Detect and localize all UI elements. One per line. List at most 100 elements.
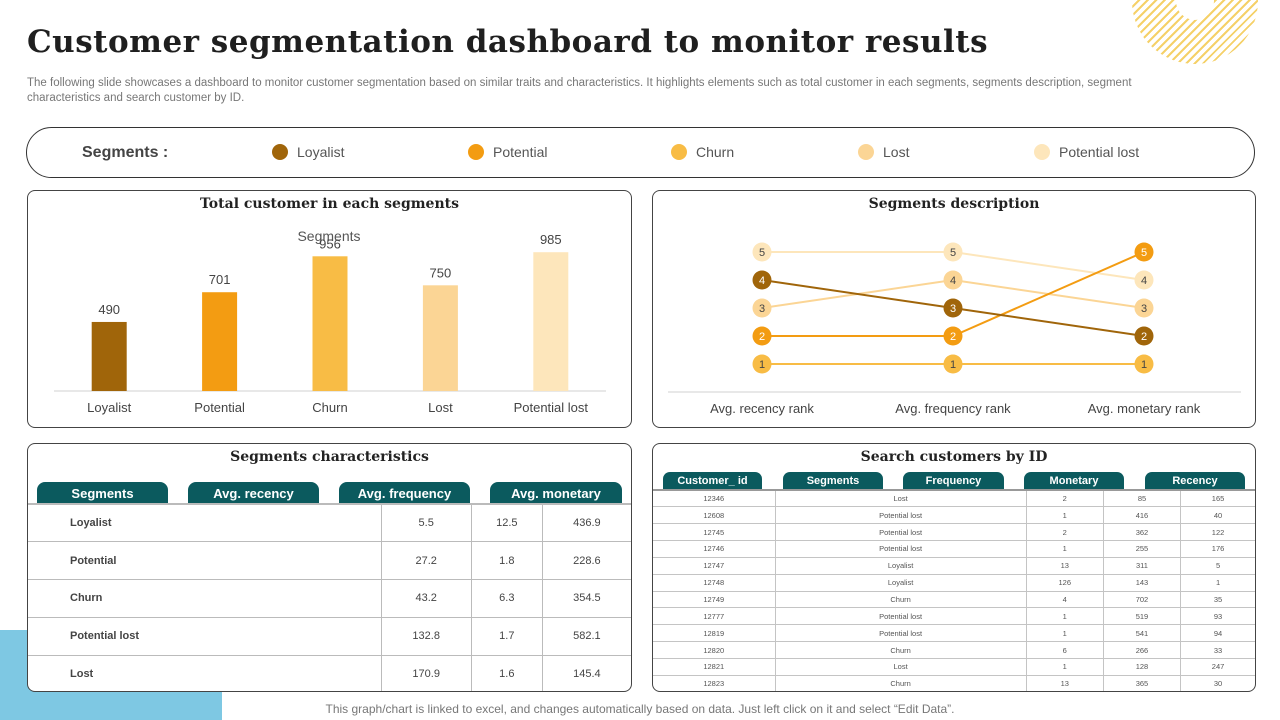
- total-customers-panel: Total customer in each segments Segments…: [27, 190, 632, 428]
- table-row[interactable]: 12748 Loyalist 126 143 1: [653, 573, 1255, 592]
- table-row[interactable]: 12823 Churn 13 365 30: [653, 674, 1255, 691]
- table-cell: 5: [1180, 556, 1255, 575]
- table-row[interactable]: 12820 Churn 6 266 33: [653, 641, 1255, 659]
- table-cell: 12346: [653, 489, 776, 507]
- rank-line-chart[interactable]: 5 5 4 3 4 3 1 1 1 2 2 5 4 3 2 Avg. recency rank Avg. fre…: [653, 191, 1255, 427]
- table-cell: Potential lost: [775, 607, 1027, 625]
- legend-dot-potential-lost: [1034, 144, 1050, 160]
- table-cell: 12745: [653, 523, 776, 541]
- table-cell: 1: [1026, 540, 1104, 558]
- footnote: This graph/chart is linked to excel, and…: [325, 702, 955, 716]
- legend-item-loyalist: Loyalist: [272, 144, 344, 160]
- rank-point-label: 1: [950, 359, 956, 371]
- table-row[interactable]: 12745 Potential lost 2 362 122: [653, 523, 1255, 541]
- segments-characteristics-panel: Segments characteristics Segments Avg. r…: [27, 443, 632, 692]
- table-cell: 143: [1103, 573, 1182, 592]
- rank-point: [752, 270, 772, 290]
- table-cell: 2: [1026, 489, 1104, 507]
- table-cell: 43.2: [381, 579, 472, 618]
- legend-item-potential: Potential: [468, 144, 547, 160]
- legend-dot-potential: [468, 144, 484, 160]
- x-tick-label: Avg. recency rank: [710, 401, 814, 416]
- bar-chart[interactable]: Segments 490 Loyalist 701 Potential 956 Churn…: [28, 191, 631, 427]
- table-cell: 519: [1103, 607, 1182, 625]
- table-cell: 1.8: [471, 541, 543, 580]
- table-cell: 12608: [653, 506, 776, 524]
- table-cell: Churn: [28, 579, 382, 618]
- series-line-potential: [762, 251, 1145, 337]
- legend-label: Potential: [493, 144, 548, 160]
- table-cell: 1.7: [471, 616, 543, 656]
- search-results-table: 12346 Lost 2 85 165 12608 Potential lost 1 416 40…: [653, 489, 1255, 691]
- rank-point-label: 3: [950, 303, 956, 315]
- table-cell: Potential lost: [775, 506, 1027, 524]
- table-row[interactable]: 12746 Potential lost 1 255 176: [653, 540, 1255, 558]
- table-cell: Potential lost: [775, 624, 1027, 642]
- table-cell: Churn: [775, 641, 1027, 659]
- table-cell: 128: [1103, 657, 1182, 676]
- column-header-monetary: Monetary: [1024, 472, 1124, 489]
- x-tick-label: Avg. monetary rank: [1088, 401, 1201, 416]
- table-cell: 12749: [653, 590, 776, 608]
- table-cell: 12777: [653, 607, 776, 625]
- table-cell: 94: [1180, 624, 1255, 642]
- rank-point: [1134, 354, 1154, 374]
- table-row: Potential 27.2 1.8 228.6: [28, 541, 631, 580]
- table-cell: Potential: [28, 541, 382, 580]
- table-cell: 365: [1103, 674, 1182, 691]
- table-row[interactable]: 12346 Lost 2 85 165: [653, 489, 1255, 507]
- table-cell: 1: [1026, 657, 1104, 676]
- legend-dot-churn: [671, 144, 687, 160]
- table-row[interactable]: 12777 Potential lost 1 519 93: [653, 607, 1255, 625]
- panel-title: Segments characteristics: [230, 449, 429, 465]
- table-cell: 85: [1103, 489, 1182, 507]
- rank-point: [1134, 242, 1154, 262]
- column-header-recency: Recency: [1145, 472, 1245, 489]
- table-cell: Loyalist: [775, 573, 1027, 592]
- rank-point: [752, 354, 772, 374]
- table-cell: 247: [1180, 657, 1255, 676]
- table-cell: 12746: [653, 540, 776, 558]
- table-cell: 27.2: [381, 541, 472, 580]
- legend-item-churn: Churn: [671, 144, 734, 160]
- bar-value-label: 490: [98, 302, 120, 317]
- table-cell: 541: [1103, 624, 1182, 642]
- table-cell: 93: [1180, 607, 1255, 625]
- rank-point-label: 1: [759, 359, 765, 371]
- table-row: Lost 170.9 1.6 145.4: [28, 654, 631, 691]
- table-cell: 126: [1026, 573, 1104, 592]
- table-cell: 1: [1026, 607, 1104, 625]
- column-header-customer-id: Customer_ id: [663, 472, 762, 489]
- rank-point-label: 2: [950, 331, 956, 343]
- rank-point-label: 4: [759, 275, 765, 287]
- rank-point: [752, 242, 772, 262]
- rank-point: [1134, 326, 1154, 346]
- table-row[interactable]: 12747 Loyalist 13 311 5: [653, 556, 1255, 575]
- panel-title: Segments description: [868, 196, 1040, 212]
- rank-point-label: 5: [759, 247, 765, 259]
- table-cell: 12748: [653, 573, 776, 592]
- rank-point-label: 4: [950, 275, 956, 287]
- decorative-striped-circle: [1132, 0, 1258, 64]
- legend-title: Segments :: [82, 144, 169, 161]
- table-row[interactable]: 12821 Lost 1 128 247: [653, 657, 1255, 676]
- table-cell: 1: [1180, 573, 1255, 592]
- bar: [202, 292, 238, 391]
- rank-point: [943, 326, 963, 346]
- table-cell: 1: [1026, 624, 1104, 642]
- segments-description-panel: Segments description 5 5 4 3 4 3 1 1 1 2 2 5 4 3 2 Avg.…: [652, 190, 1256, 428]
- table-row[interactable]: 12749 Churn 4 702 35: [653, 590, 1255, 608]
- table-cell: 228.6: [542, 541, 631, 580]
- bar: [422, 285, 458, 391]
- table-cell: Lost: [775, 489, 1027, 507]
- legend-dot-loyalist: [272, 144, 288, 160]
- x-tick-label: Potential lost: [514, 400, 589, 415]
- page-title: Customer segmentation dashboard to monit…: [27, 24, 989, 60]
- column-header-avg-monetary: Avg. monetary: [490, 482, 622, 504]
- table-cell: 12820: [653, 641, 776, 659]
- table-cell: Churn: [775, 590, 1027, 608]
- table-row[interactable]: 12608 Potential lost 1 416 40: [653, 506, 1255, 524]
- table-row[interactable]: 12819 Potential lost 1 541 94: [653, 624, 1255, 642]
- x-tick-label: Avg. frequency rank: [895, 401, 1011, 416]
- table-cell: 40: [1180, 506, 1255, 524]
